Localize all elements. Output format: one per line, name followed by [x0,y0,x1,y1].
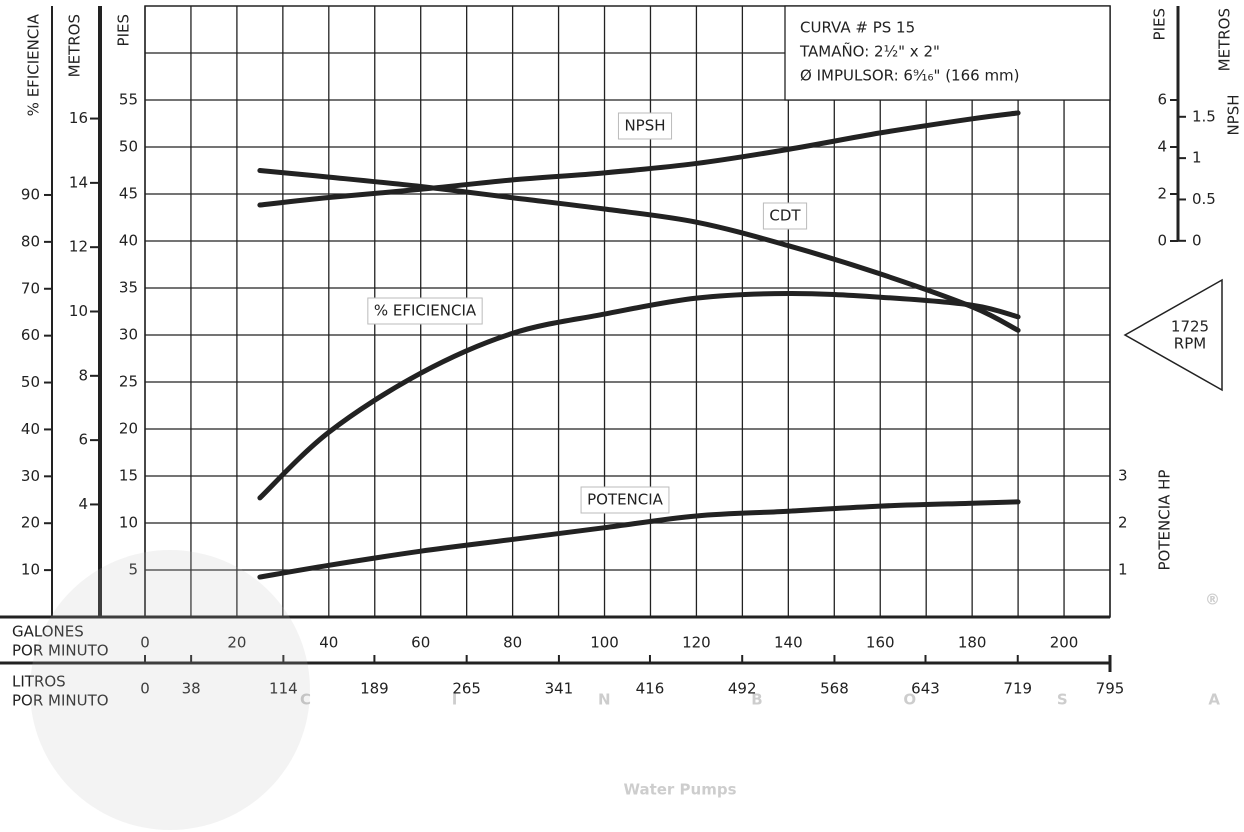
curve-label: % EFICIENCIA [374,302,477,320]
curve-label-box [367,297,483,325]
x2-axis-label: POR MINUTO [12,692,109,710]
curve-label-box [762,202,808,230]
curve-label: NPSH [624,117,665,135]
curve [257,168,1021,333]
y-tick-label: 10 [119,514,138,532]
y-tick-label: 30 [119,326,138,344]
y-tick-label: 0 [1192,231,1202,249]
curve [257,499,1021,580]
y-tick-label: 40 [119,232,138,250]
y-tick-label: 16 [69,109,88,127]
y-tick-label: 70 [21,279,40,297]
y-tick-label: 2 [1118,514,1128,532]
y-tick-label: 4 [78,495,88,513]
y-tick-label: 4 [1157,138,1167,156]
y-tick-label: 15 [119,467,138,485]
watermark-logo [30,550,310,830]
x2-tick-label: 568 [820,680,849,698]
axis-label: POTENCIA HP [1156,470,1174,571]
y-tick-label: 60 [21,326,40,344]
x-tick-label: 20 [227,634,246,652]
y-tick-label: 40 [21,420,40,438]
y-tick-label: 25 [119,373,138,391]
axis-label: METROS [66,14,84,77]
x2-tick-label: 265 [452,680,481,698]
y-tick-label: 45 [119,185,138,203]
y-tick-label: 50 [119,138,138,156]
x-tick-label: 100 [590,634,619,652]
y-tick-label: 20 [21,514,40,532]
axis-label: METROS [1216,8,1234,71]
curve [257,110,1021,208]
x2-tick-label: 0 [140,680,150,698]
y-tick-label: 1 [1118,561,1128,579]
x2-tick-label: 492 [728,680,757,698]
x2-tick-label: 643 [911,680,940,698]
x-tick-label: 180 [958,634,987,652]
y-tick-label: 10 [21,561,40,579]
x-axis-label: GALONES [12,623,84,641]
y-tick-label: 0 [1157,232,1167,250]
rpm-text: RPM [1174,335,1206,353]
y-tick-label: 1.5 [1192,107,1216,125]
y-tick-label: 1 [1192,149,1202,167]
x2-tick-label: 341 [545,680,574,698]
x-tick-label: 160 [866,634,895,652]
y-tick-label: 5 [128,561,138,579]
axis-label: % EFICIENCIA [25,13,43,116]
x2-tick-label: 719 [1003,680,1032,698]
y-tick-label: 6 [78,431,88,449]
axis-label: NPSH [1225,94,1243,135]
y-tick-label: 30 [21,467,40,485]
y-tick-label: 8 [78,366,88,384]
y-tick-label: 35 [119,279,138,297]
y-tick-label: 55 [119,91,138,109]
info-box [784,5,1111,101]
x2-tick-label: 795 [1096,680,1125,698]
watermark: ® [1205,591,1220,609]
x-tick-label: 120 [682,634,711,652]
x-tick-label: 80 [503,634,522,652]
y-tick-label: 0.5 [1192,190,1216,208]
y-tick-label: 10 [69,302,88,320]
curve-label-box [580,486,670,514]
x-tick-label: 0 [140,634,150,652]
curve [257,290,1021,501]
y-tick-label: 20 [119,420,138,438]
y-tick-label: 50 [21,373,40,391]
x2-tick-label: 189 [360,680,389,698]
axis-label: PIES [115,14,133,46]
x2-tick-label: 416 [636,680,665,698]
y-tick-label: 80 [21,232,40,250]
y-tick-label: 90 [21,185,40,203]
curve-label: CDT [769,207,801,225]
info-text: TAMAÑO: 2½" x 2" [799,42,940,61]
curve-label-box [617,112,673,140]
y-tick-label: 12 [69,238,88,256]
x2-axis-label: LITROS [12,673,66,691]
x-tick-label: 200 [1050,634,1079,652]
x-tick-label: 140 [774,634,803,652]
x-tick-label: 40 [319,634,338,652]
rpm-text: 1725 [1171,318,1209,336]
info-text: Ø IMPULSOR: 6⁹⁄₁₆" (166 mm) [800,67,1020,85]
y-tick-label: 3 [1118,467,1128,485]
watermark: Water Pumps [623,781,736,799]
curve-label: POTENCIA [587,491,664,509]
info-text: CURVA # PS 15 [800,19,915,37]
rpm-marker [1123,278,1223,392]
y-tick-label: 14 [69,173,88,191]
y-tick-label: 2 [1157,185,1167,203]
axis-label: PIES [1151,8,1169,40]
x2-tick-label: 114 [269,680,298,698]
y-tick-label: 6 [1157,91,1167,109]
x2-tick-label: 38 [182,680,201,698]
x-axis-label: POR MINUTO [12,642,109,660]
x-tick-label: 60 [411,634,430,652]
